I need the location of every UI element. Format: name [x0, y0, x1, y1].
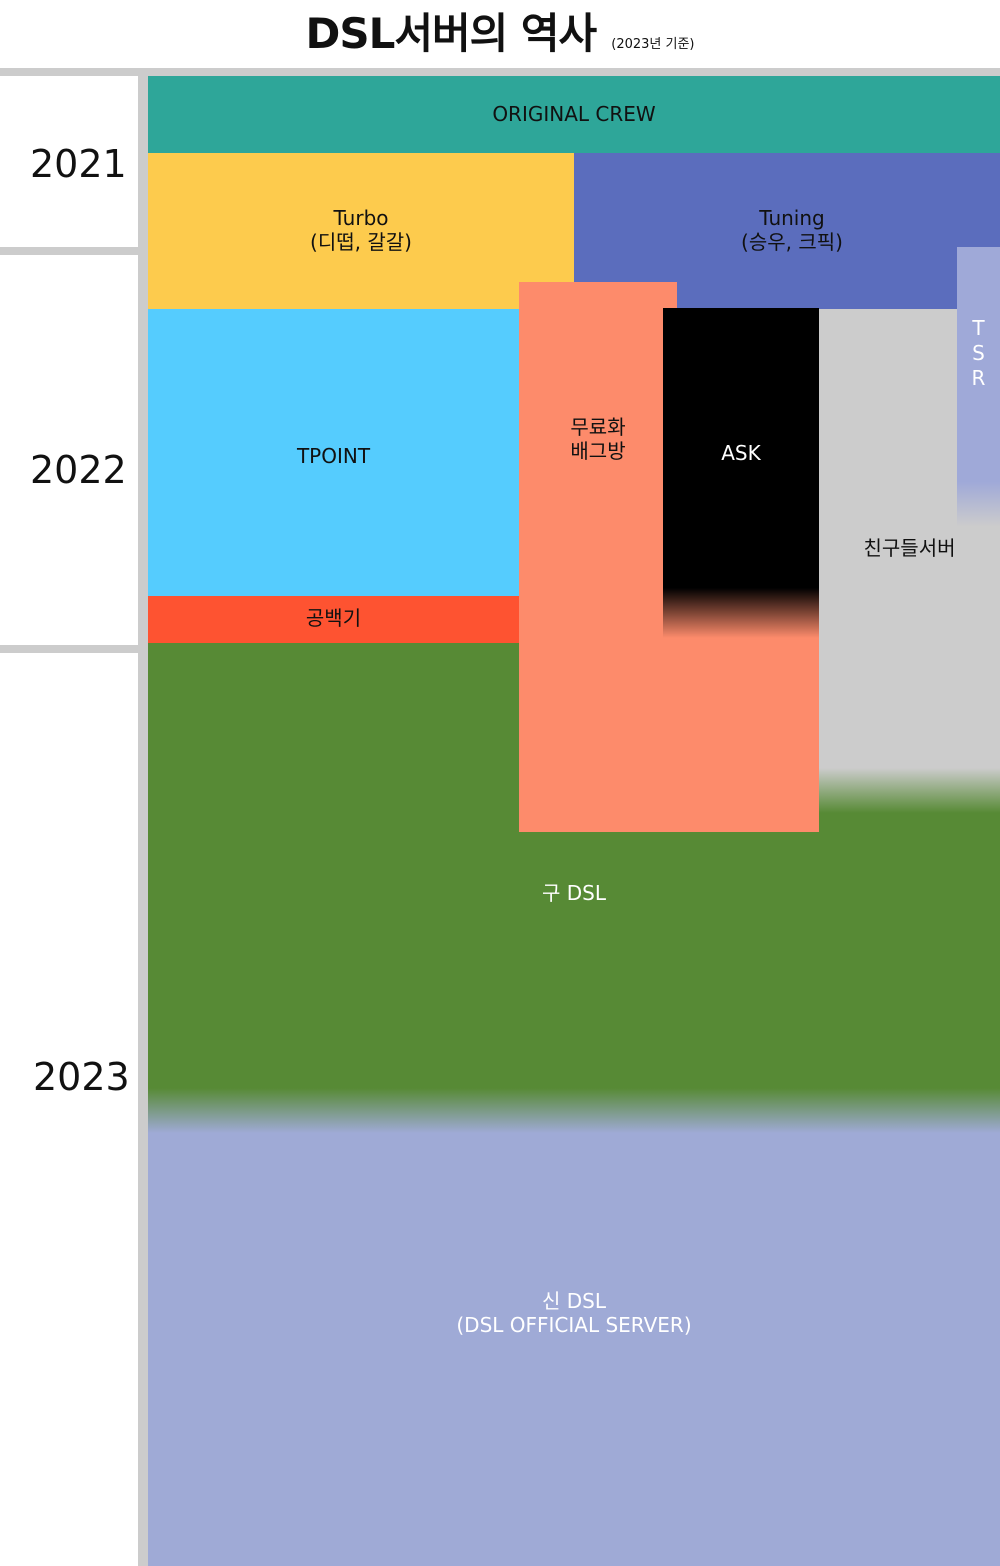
- year-label-2021: 2021: [30, 142, 127, 186]
- block-original-crew: [148, 76, 1000, 153]
- year-divider-2022: [0, 645, 140, 653]
- timeline-axis: [138, 75, 148, 1566]
- block-gongbaekgi: [148, 596, 519, 643]
- top-divider: [0, 68, 1000, 76]
- label-turbo: Turbo (디떱, 갈갈): [310, 206, 412, 254]
- label-old-dsl: 구 DSL: [542, 881, 606, 905]
- label-new-dsl: 신 DSL (DSL OFFICIAL SERVER): [456, 1289, 692, 1337]
- year-label-2023: 2023: [33, 1055, 130, 1099]
- block-tsr-top: [957, 247, 1000, 309]
- year-divider-2021: [0, 247, 140, 255]
- year-label-2022: 2022: [30, 448, 127, 492]
- label-original-crew: ORIGINAL CREW: [492, 102, 656, 126]
- title-note: (2023년 기준): [611, 37, 695, 52]
- label-tuning: Tuning (승우, 크픽): [741, 206, 843, 254]
- label-ask: ASK: [721, 441, 761, 465]
- label-friends-server: 친구들서버: [863, 536, 956, 560]
- block-new-dsl: [148, 1080, 1000, 1566]
- label-free-pubg-room: 무료화 배그방: [570, 415, 626, 463]
- block-ask: [663, 308, 819, 638]
- title-main: DSL서버의 역사: [305, 9, 597, 58]
- label-tsr: T S R: [971, 316, 986, 390]
- block-free-pubg-room: [519, 282, 677, 832]
- label-gongbaekgi: 공백기: [305, 606, 362, 630]
- block-turbo: [148, 153, 574, 309]
- label-tpoint: TPOINT: [296, 444, 371, 468]
- block-tpoint: [148, 309, 519, 596]
- page-title: DSL서버의 역사 (2023년 기준): [0, 0, 1000, 68]
